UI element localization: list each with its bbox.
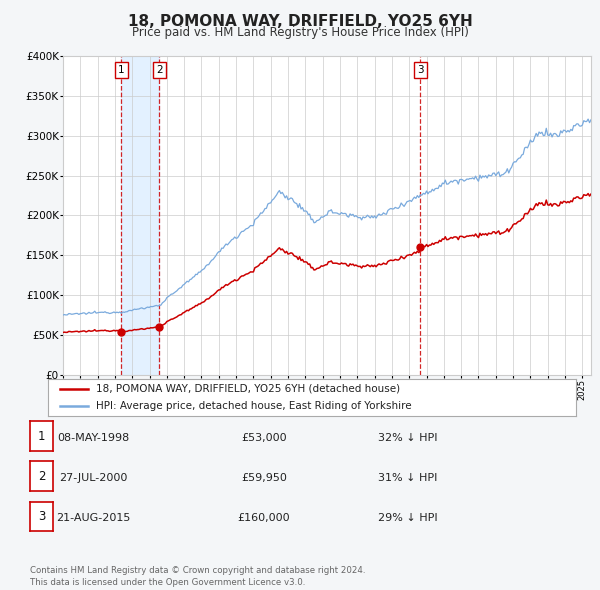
Text: 1: 1: [38, 430, 45, 442]
Text: 3: 3: [417, 65, 424, 76]
Text: 32% ↓ HPI: 32% ↓ HPI: [378, 433, 437, 442]
Text: 18, POMONA WAY, DRIFFIELD, YO25 6YH: 18, POMONA WAY, DRIFFIELD, YO25 6YH: [128, 14, 472, 29]
Text: 31% ↓ HPI: 31% ↓ HPI: [378, 473, 437, 483]
Text: Price paid vs. HM Land Registry's House Price Index (HPI): Price paid vs. HM Land Registry's House …: [131, 26, 469, 39]
Text: 21-AUG-2015: 21-AUG-2015: [56, 513, 130, 523]
Text: £160,000: £160,000: [238, 513, 290, 523]
Text: HPI: Average price, detached house, East Riding of Yorkshire: HPI: Average price, detached house, East…: [95, 401, 411, 411]
Text: £53,000: £53,000: [241, 433, 287, 442]
Text: 1: 1: [118, 65, 125, 76]
Text: 2: 2: [156, 65, 163, 76]
Text: 08-MAY-1998: 08-MAY-1998: [57, 433, 129, 442]
Text: 18, POMONA WAY, DRIFFIELD, YO25 6YH (detached house): 18, POMONA WAY, DRIFFIELD, YO25 6YH (det…: [95, 384, 400, 394]
Bar: [121, 56, 160, 375]
Text: 27-JUL-2000: 27-JUL-2000: [59, 473, 127, 483]
Text: 2: 2: [38, 470, 45, 483]
Text: 29% ↓ HPI: 29% ↓ HPI: [378, 513, 437, 523]
Text: 3: 3: [38, 510, 45, 523]
Text: £59,950: £59,950: [241, 473, 287, 483]
Text: Contains HM Land Registry data © Crown copyright and database right 2024.
This d: Contains HM Land Registry data © Crown c…: [30, 566, 365, 587]
